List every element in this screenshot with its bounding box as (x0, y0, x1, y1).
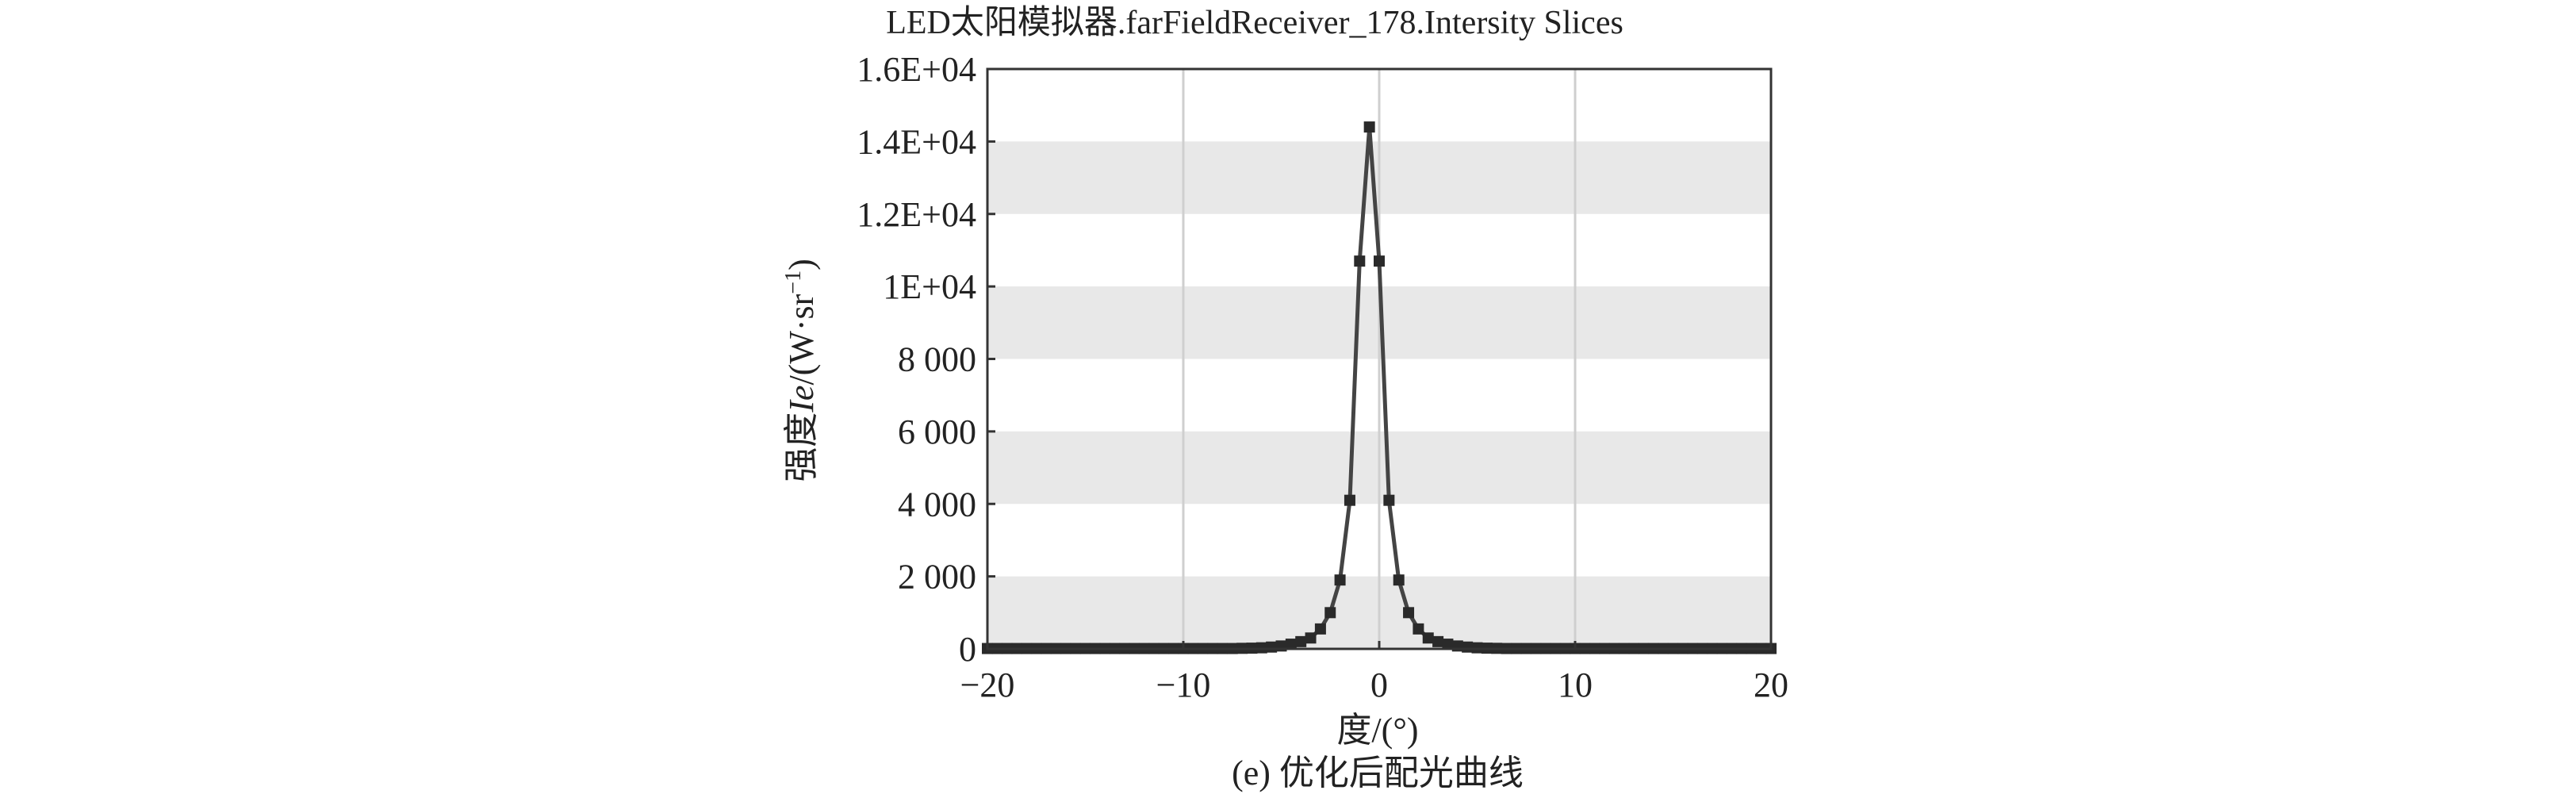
data-point (1393, 574, 1405, 586)
y-label-sup: −1 (781, 270, 806, 294)
y-label-close: ) (782, 259, 821, 270)
data-point (1413, 623, 1424, 635)
y-label-italic: Ie (782, 386, 821, 413)
data-point (1383, 494, 1395, 506)
y-tick-label: 6 000 (898, 412, 976, 451)
y-tick-label: 1.2E+04 (857, 195, 976, 234)
data-point (1314, 623, 1326, 635)
data-point (1305, 632, 1317, 644)
data-point (1266, 641, 1278, 653)
data-point (1442, 639, 1454, 650)
data-point (1295, 635, 1307, 647)
y-tick-label: 2 000 (898, 558, 976, 597)
y-label-pre: 强度 (782, 412, 821, 482)
figure-caption: (e) 优化后配光曲线 (1232, 754, 1524, 792)
x-axis-ticks: −20 −10 0 10 20 (960, 641, 1788, 704)
x-axis-label: 度/(°) (1336, 711, 1418, 750)
x-tick-label: 0 (1370, 666, 1388, 704)
data-point (1334, 574, 1346, 586)
y-axis-label: 强度Ie/(W·sr−1) (781, 259, 821, 481)
y-tick-label: 4 000 (898, 485, 976, 524)
y-tick-label: 1E+04 (883, 267, 976, 306)
data-point (1403, 607, 1415, 619)
chart-title: LED太阳模拟器.farFieldReceiver_178.Intersity … (886, 5, 1623, 41)
data-point (1422, 632, 1434, 644)
data-point (1363, 121, 1375, 133)
x-tick-label: 20 (1754, 666, 1788, 704)
data-point (1462, 641, 1474, 653)
data-point (1285, 639, 1297, 650)
y-tick-label: 0 (959, 630, 976, 669)
x-tick-label: 10 (1558, 666, 1593, 704)
y-axis-ticks: 0 2 000 4 000 6 000 8 000 1E+04 1.2E+04 1.4E+04… (857, 50, 995, 669)
data-point (1432, 635, 1444, 647)
gridlines (1182, 69, 1577, 649)
y-tick-label: 1.6E+04 (857, 50, 976, 89)
data-point (1354, 255, 1366, 267)
data-point (1324, 607, 1336, 619)
data-point (1374, 255, 1385, 267)
data-point (1344, 494, 1355, 506)
y-label-post: /(W·sr (782, 293, 821, 385)
x-tick-label: −10 (1156, 666, 1211, 704)
x-tick-label: −20 (960, 666, 1015, 704)
y-tick-label: 8 000 (898, 340, 976, 379)
y-tick-label: 1.4E+04 (857, 122, 976, 161)
